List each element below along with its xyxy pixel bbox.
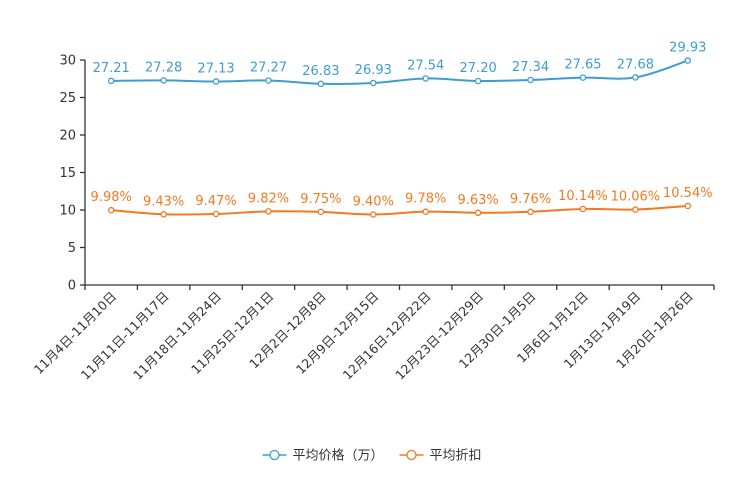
- series-1-label-8: 9.76%: [510, 192, 551, 207]
- series-0-point-1: [160, 77, 167, 84]
- legend-marker-1: [406, 449, 417, 461]
- y-tick-label-4: 20: [59, 129, 76, 144]
- series-1-label-1: 9.43%: [143, 194, 184, 209]
- series-0-label-10: 27.68: [617, 57, 654, 72]
- series-0-point-0: [107, 77, 115, 85]
- legend-marker-0: [269, 449, 280, 461]
- y-tick-label-5: 25: [59, 91, 76, 106]
- series-0-label-1: 27.28: [145, 60, 182, 75]
- series-1-label-2: 9.47%: [195, 194, 236, 209]
- series-0-label-4: 26.83: [302, 64, 339, 79]
- series-1-point-5: [370, 211, 377, 218]
- legend-label-1: 平均折扣: [430, 449, 482, 464]
- series-1-point-2: [212, 210, 220, 218]
- series-0-label-5: 26.93: [355, 63, 392, 78]
- series-0-point-2: [212, 78, 220, 85]
- series-1-point-6: [422, 208, 429, 215]
- series-0-point-9: [579, 74, 587, 81]
- series-1-point-8: [527, 208, 534, 216]
- x-tick-label-1: 11月11日-11月17日: [78, 289, 172, 383]
- series-1-point-3: [265, 208, 272, 215]
- series-line-1: [111, 204, 688, 216]
- series-1-label-9: 10.14%: [558, 189, 608, 204]
- series-line-0: [111, 59, 689, 85]
- series-0-point-10: [632, 74, 639, 81]
- series-1-point-0: [107, 206, 115, 214]
- y-tick-label-3: 15: [59, 166, 76, 181]
- series-0-label-3: 27.27: [250, 60, 287, 75]
- series-0-label-7: 27.20: [460, 61, 497, 76]
- x-tick-label-7: 12月23日-12月29日: [392, 289, 486, 383]
- y-tick-label-6: 30: [59, 54, 76, 69]
- series-0-label-6: 27.54: [407, 58, 444, 73]
- series-0-point-3: [265, 77, 272, 84]
- series-1-label-10: 10.06%: [611, 190, 661, 205]
- x-tick-label-6: 12月16日-12月22日: [340, 289, 434, 383]
- series-0-label-8: 27.34: [512, 60, 549, 75]
- series-1-label-3: 9.82%: [248, 191, 289, 206]
- series-1-point-4: [317, 208, 325, 216]
- series-0-point-6: [422, 75, 429, 82]
- y-tick-label-0: 0: [68, 279, 76, 294]
- series-1-point-10: [632, 206, 639, 213]
- series-0-point-11: [684, 57, 692, 64]
- series-1-point-9: [579, 205, 587, 213]
- series-1-label-11: 10.54%: [663, 186, 713, 201]
- x-tick-label-2: 11月18日-11月24日: [130, 289, 224, 383]
- series-0-point-7: [474, 77, 482, 85]
- series-1-point-7: [474, 209, 482, 217]
- series-0-label-9: 27.65: [564, 58, 601, 73]
- series-1-point-1: [160, 211, 167, 218]
- series-1-point-11: [684, 202, 692, 210]
- series-0-label-11: 29.93: [669, 41, 706, 56]
- series-1-label-5: 9.40%: [353, 195, 394, 210]
- series-0-label-0: 27.21: [93, 61, 130, 76]
- y-tick-label-2: 10: [59, 204, 76, 219]
- y-tick-label-1: 5: [68, 241, 76, 256]
- series-1-label-0: 9.98%: [91, 190, 132, 205]
- series-0-point-4: [317, 80, 325, 88]
- series-0-point-8: [527, 76, 534, 84]
- series-1-label-4: 9.75%: [300, 192, 341, 207]
- series-0-label-2: 27.13: [197, 62, 234, 77]
- legend-label-0: 平均价格（万）: [292, 448, 383, 464]
- series-1-label-7: 9.63%: [457, 193, 498, 208]
- series-1-label-6: 9.78%: [405, 192, 446, 207]
- series-0-point-5: [370, 79, 377, 87]
